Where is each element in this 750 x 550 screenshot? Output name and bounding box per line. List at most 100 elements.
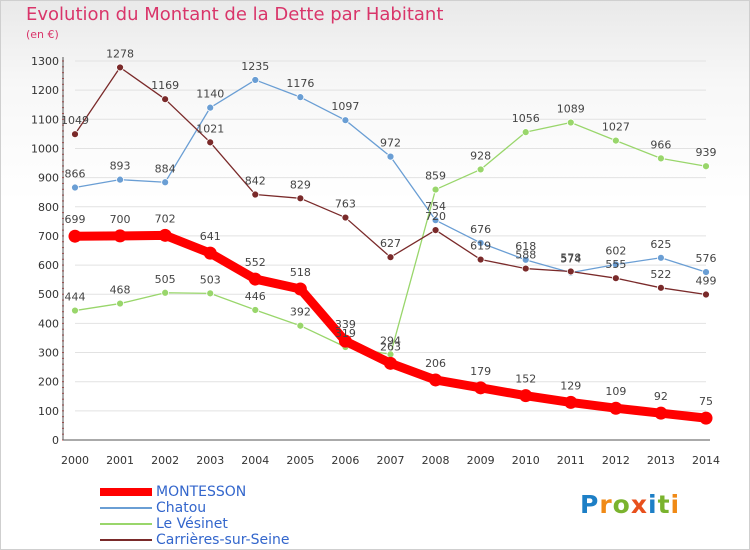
legend-label-montesson: MONTESSON [156, 484, 247, 500]
logo-letter: i [648, 490, 658, 519]
data-label-carri-res-sur-seine: 763 [335, 198, 356, 211]
data-label-montesson: 109 [605, 385, 626, 398]
data-point-montesson [203, 246, 217, 260]
data-label-montesson: 700 [110, 213, 131, 226]
x-tick-label: 2010 [512, 454, 540, 467]
logo-letter: t [657, 490, 671, 519]
data-label-le-v-sinet: 505 [155, 273, 176, 286]
data-point-montesson [609, 401, 623, 415]
data-label-chatou: 574 [560, 253, 581, 266]
data-point-le-v-sinet [657, 154, 665, 163]
logo-letter: r [599, 490, 613, 519]
x-tick-label: 2000 [61, 454, 89, 467]
data-label-montesson: 552 [245, 256, 266, 269]
data-point-le-v-sinet [161, 288, 170, 297]
legend-label-chatou: Chatou [156, 500, 207, 516]
x-tick-label: 2008 [422, 454, 450, 467]
data-label-chatou: 602 [605, 244, 626, 257]
data-label-le-v-sinet: 468 [110, 284, 131, 297]
data-label-carri-res-sur-seine: 522 [650, 268, 671, 281]
data-point-carri-res-sur-seine [386, 253, 395, 262]
data-point-le-v-sinet [116, 299, 124, 308]
data-point-le-v-sinet [566, 118, 575, 127]
x-tick-label: 2009 [467, 454, 495, 467]
data-label-carri-res-sur-seine: 829 [290, 178, 311, 191]
data-label-carri-res-sur-seine: 842 [245, 175, 266, 188]
logo-letter: o [612, 490, 631, 519]
data-point-chatou [611, 260, 620, 269]
data-point-chatou [251, 76, 260, 84]
data-label-le-v-sinet: 319 [335, 327, 356, 340]
legend-swatch-chatou [100, 507, 152, 509]
data-point-montesson [248, 272, 262, 286]
x-tick-label: 2005 [286, 454, 314, 467]
legend-label-le-v-sinet: Le Vésinet [156, 516, 228, 532]
legend-swatch-carri-res-sur-seine [100, 539, 152, 541]
data-label-montesson: 699 [65, 213, 86, 226]
data-point-carri-res-sur-seine [702, 290, 710, 299]
data-label-le-v-sinet: 1056 [512, 112, 540, 125]
data-label-chatou: 1235 [241, 60, 269, 73]
data-label-carri-res-sur-seine: 1169 [151, 79, 179, 92]
data-label-le-v-sinet: 859 [425, 170, 446, 183]
data-label-carri-res-sur-seine: 588 [515, 249, 536, 262]
data-label-carri-res-sur-seine: 619 [470, 240, 491, 253]
x-tick-label: 2013 [647, 454, 675, 467]
data-label-carri-res-sur-seine: 555 [605, 258, 626, 271]
y-tick-label: 1000 [31, 142, 59, 155]
data-point-montesson [429, 373, 443, 387]
y-tick-label: 500 [38, 288, 59, 301]
chart-title: Evolution du Montant de la Dette par Hab… [26, 4, 444, 25]
data-label-le-v-sinet: 1089 [557, 103, 585, 116]
data-point-montesson [699, 411, 713, 425]
data-point-le-v-sinet [296, 321, 305, 330]
data-label-le-v-sinet: 939 [696, 146, 717, 159]
data-label-montesson: 152 [515, 373, 536, 386]
data-label-le-v-sinet: 966 [650, 138, 671, 151]
x-tick-label: 2011 [557, 454, 585, 467]
data-label-carri-res-sur-seine: 499 [696, 275, 717, 288]
data-label-chatou: 1097 [331, 100, 359, 113]
data-label-carri-res-sur-seine: 1021 [196, 122, 224, 135]
data-point-carri-res-sur-seine [657, 283, 665, 292]
data-point-chatou [386, 152, 395, 161]
x-tick-label: 2007 [377, 454, 405, 467]
data-label-carri-res-sur-seine: 578 [560, 251, 581, 264]
data-label-montesson: 263 [380, 340, 401, 353]
data-label-le-v-sinet: 294 [380, 334, 401, 347]
data-label-montesson: 518 [290, 266, 311, 279]
data-label-chatou: 576 [696, 252, 717, 265]
data-point-carri-res-sur-seine [251, 190, 260, 199]
data-point-carri-res-sur-seine [71, 130, 79, 139]
y-tick-label: 800 [38, 201, 59, 214]
data-point-le-v-sinet [702, 162, 710, 171]
x-tick-label: 2003 [196, 454, 224, 467]
x-tick-label: 2002 [151, 454, 179, 467]
legend-label-carri-res-sur-seine: Carrières-sur-Seine [156, 532, 290, 548]
x-tick-label: 2006 [331, 454, 359, 467]
data-label-carri-res-sur-seine: 1049 [61, 114, 89, 127]
proxiti-logo: Proxiti [580, 490, 680, 519]
data-label-chatou: 972 [380, 137, 401, 150]
data-label-chatou: 884 [155, 162, 176, 175]
data-label-chatou: 1140 [196, 88, 224, 101]
y-tick-label: 1100 [31, 113, 59, 126]
data-label-montesson: 75 [699, 395, 713, 408]
data-point-montesson [338, 334, 352, 348]
legend-item-le-v-sinet: Le Vésinet [100, 516, 360, 532]
data-point-chatou [296, 93, 305, 102]
data-point-chatou [116, 175, 124, 184]
y-tick-label: 300 [38, 347, 59, 360]
data-label-montesson: 339 [335, 318, 356, 331]
data-point-carri-res-sur-seine [341, 213, 350, 222]
data-point-le-v-sinet [206, 289, 215, 298]
data-point-montesson [384, 356, 397, 370]
data-point-montesson [654, 406, 668, 420]
data-point-le-v-sinet [431, 185, 440, 194]
y-tick-label: 0 [52, 434, 59, 447]
data-point-chatou [476, 239, 485, 247]
data-point-chatou [161, 178, 170, 187]
legend-swatch-le-v-sinet [100, 523, 152, 525]
data-point-carri-res-sur-seine [206, 138, 215, 147]
